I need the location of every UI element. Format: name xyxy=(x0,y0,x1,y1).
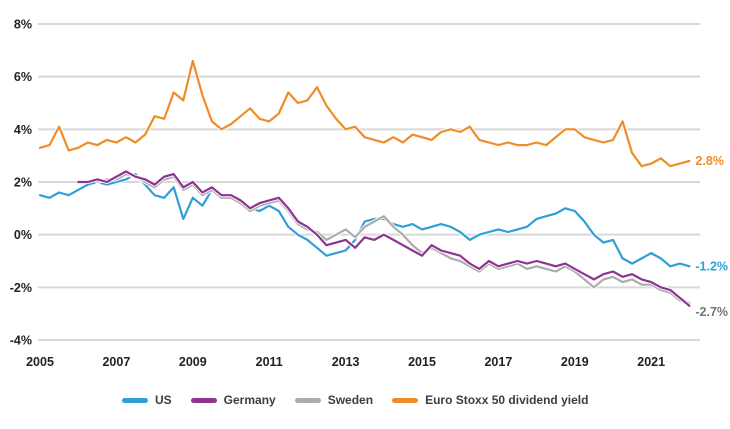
y-tick-label: 8% xyxy=(14,18,32,32)
series-line-euro-stoxx-50-dividend-yield xyxy=(38,59,691,168)
x-tick-label: 2007 xyxy=(102,355,130,369)
sweden-line-swatch xyxy=(294,397,321,403)
y-tick-label: 0% xyxy=(14,228,32,242)
end-value-label-us: -1.2% xyxy=(695,259,728,273)
chart-area: 8% 6% 4% 2% 0% -2% -4% 2005 2007 2009 2011 2013 2015… xyxy=(10,18,728,370)
legend-label-us: US xyxy=(155,393,172,407)
us-line-swatch xyxy=(122,397,148,403)
chart-legend: US Germany Sweden Euro Stoxx 50 dividend… xyxy=(122,390,607,410)
y-tick-label: 2% xyxy=(14,176,32,190)
x-tick-label: 2021 xyxy=(637,355,665,369)
germany-line-swatch xyxy=(190,397,217,403)
x-tick-label: 2005 xyxy=(26,355,54,369)
y-tick-label: 6% xyxy=(14,70,32,84)
x-tick-label: 2017 xyxy=(484,355,512,369)
end-value-label-germany: -2.7% xyxy=(695,305,728,319)
legend-label-euro-stoxx: Euro Stoxx 50 dividend yield xyxy=(425,393,589,407)
x-tick-label: 2011 xyxy=(256,355,283,369)
legend-label-sweden: Sweden xyxy=(327,393,374,407)
series-casing-us xyxy=(38,172,692,269)
line-chart: 8% 6% 4% 2% 0% -2% -4% 2005 2007 2009 2011 2013 2015… xyxy=(10,18,728,370)
series-line-us xyxy=(38,173,691,268)
y-tick-label: -4% xyxy=(10,334,32,348)
x-tick-label: 2013 xyxy=(332,355,360,369)
legend-item-euro-stoxx: Euro Stoxx 50 dividend yield xyxy=(392,393,588,407)
end-value-label-euro-stoxx-50-dividend-yield: 2.8% xyxy=(695,154,724,168)
y-tick-label: -2% xyxy=(10,281,32,295)
series-line-germany xyxy=(77,170,691,307)
x-tick-label: 2009 xyxy=(179,355,207,369)
x-tick-label: 2015 xyxy=(408,355,436,369)
legend-item-sweden: Sweden xyxy=(294,393,374,407)
legend-item-germany: Germany xyxy=(190,393,276,407)
y-tick-label: 4% xyxy=(14,123,32,137)
legend-label-germany: Germany xyxy=(223,393,276,407)
x-tick-label: 2019 xyxy=(561,355,589,369)
legend-item-us: US xyxy=(122,393,172,407)
euro-stoxx-line-swatch xyxy=(392,397,419,403)
